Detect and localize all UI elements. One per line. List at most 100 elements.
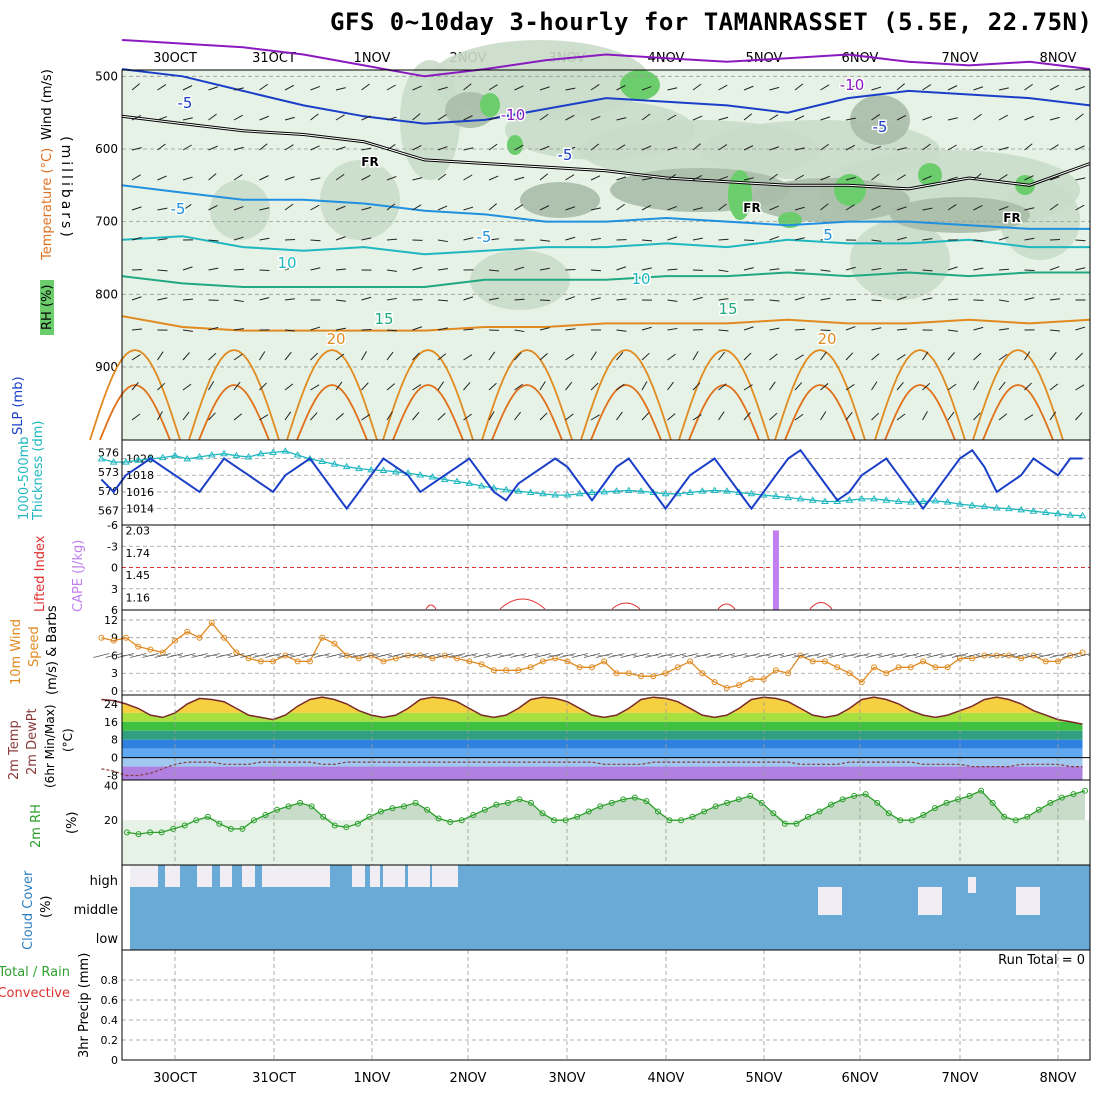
wind-barb (437, 381, 445, 391)
wind10-barb-51 (718, 653, 735, 658)
rh-point-51 (712, 803, 719, 810)
rh-point-46 (654, 808, 661, 815)
bump-20-7 (774, 349, 866, 441)
wind-speed-point-14 (270, 658, 277, 665)
wind-barb (616, 176, 627, 181)
wind-barb (539, 327, 550, 331)
rh-point-44 (631, 794, 638, 801)
wind-barb (769, 327, 780, 331)
wind-barb (1049, 238, 1061, 241)
wind-barb (335, 268, 346, 271)
wind-barb (1049, 329, 1060, 332)
wind-barb (182, 352, 190, 361)
wind-barb (233, 268, 245, 271)
rh-point-63 (851, 792, 858, 799)
wind-barb (1075, 352, 1084, 361)
wind-barb (335, 353, 345, 361)
wind10-barb-58 (804, 653, 821, 658)
wind-barb (539, 299, 551, 302)
wind-barb (386, 84, 396, 91)
wind-barb (743, 145, 754, 151)
xs-ylabel-wind: Wind (m/s) (40, 69, 55, 140)
wind10-barb-18 (314, 653, 331, 658)
contour-label-13: 20 (817, 330, 836, 348)
rh-point-72 (955, 796, 962, 803)
wind10-barb-44 (632, 653, 650, 658)
rh-point-19 (343, 824, 350, 831)
wind10-barb-67 (915, 653, 932, 658)
wind-barb (412, 266, 423, 271)
wind-barb (922, 84, 932, 91)
wind-speed-point-1 (110, 637, 117, 644)
wind10-barb-35 (522, 653, 539, 658)
wind-speed-point-63 (871, 664, 878, 671)
wind-barb (1049, 266, 1060, 271)
rh-point-74 (978, 787, 985, 794)
wind-barb (310, 267, 321, 271)
rh-point-67 (897, 817, 904, 824)
rh-point-56 (770, 810, 777, 817)
wind-barb (514, 266, 525, 271)
bottom-date-label-2: 1NOV (354, 1071, 391, 1086)
wind-barb (1075, 113, 1084, 121)
wind-barb (871, 299, 882, 302)
rh-point-82 (1070, 791, 1077, 798)
rh-point-43 (620, 796, 627, 803)
wind10-barb-0 (93, 653, 110, 658)
wind-speed-point-20 (343, 652, 350, 659)
thickness-point-10 (220, 449, 228, 457)
wind-barb (590, 269, 602, 272)
thickness-point-14 (269, 448, 277, 455)
cloud-level-low: low (96, 932, 119, 947)
rh-point-27 (435, 815, 442, 822)
thickness-point-3 (134, 456, 143, 463)
wind-barb (284, 298, 295, 301)
wind10-barb-2 (117, 653, 135, 658)
wind-barb (845, 117, 856, 121)
wind-barb (361, 83, 370, 91)
cloud-ylabel-group: Cloud Cover (%) (21, 870, 54, 950)
thickness-point-11 (232, 451, 241, 459)
wind-barb (769, 381, 776, 391)
wind10-barb-60 (829, 653, 846, 658)
bump-20-1 (188, 349, 280, 441)
wind-barb (157, 351, 164, 361)
wind-barb (310, 113, 319, 121)
wind-barb (1075, 326, 1086, 331)
wind10-barb-75 (1013, 653, 1030, 658)
wind-barb (896, 413, 906, 421)
thickness-point-32 (489, 483, 498, 491)
thickness-point-61 (845, 496, 854, 503)
wind-barb (157, 382, 166, 391)
wind-speed-point-66 (907, 664, 914, 671)
wind-barb (820, 238, 831, 241)
rh-point-68 (908, 817, 915, 824)
thickness-point-56 (784, 493, 793, 501)
cloud-level-high: high (90, 874, 118, 889)
rh-point-20 (354, 820, 361, 827)
thickness-point-80 (1078, 511, 1087, 519)
wind-barb (488, 84, 498, 91)
wind-barb (310, 239, 321, 242)
wind-speed-point-50 (711, 679, 718, 686)
wind-barb (565, 381, 573, 391)
wind-speed-point-79 (1067, 652, 1074, 659)
wind-speed-point-15 (282, 652, 289, 659)
rh-point-69 (920, 812, 927, 819)
thickness-point-9 (207, 451, 216, 458)
wind-barb (845, 176, 856, 181)
thickness-point-29 (453, 477, 461, 484)
rh-point-59 (804, 813, 811, 820)
rh-point-66 (885, 810, 892, 817)
wind-speed-point-64 (883, 670, 890, 677)
wind-barb (718, 329, 729, 332)
wind-speed-point-0 (98, 634, 105, 641)
wind-barb (1024, 143, 1033, 151)
thickness-point-49 (698, 487, 707, 494)
wind-ylabel-group: 10m Wind Speed (m/s) & Barbs (9, 605, 60, 695)
wind-barb (769, 236, 780, 241)
wind-speed-point-23 (380, 658, 387, 665)
wind-barb (310, 204, 320, 211)
bottom-date-label-3: 2NOV (450, 1071, 487, 1086)
rh-area (127, 790, 1085, 821)
